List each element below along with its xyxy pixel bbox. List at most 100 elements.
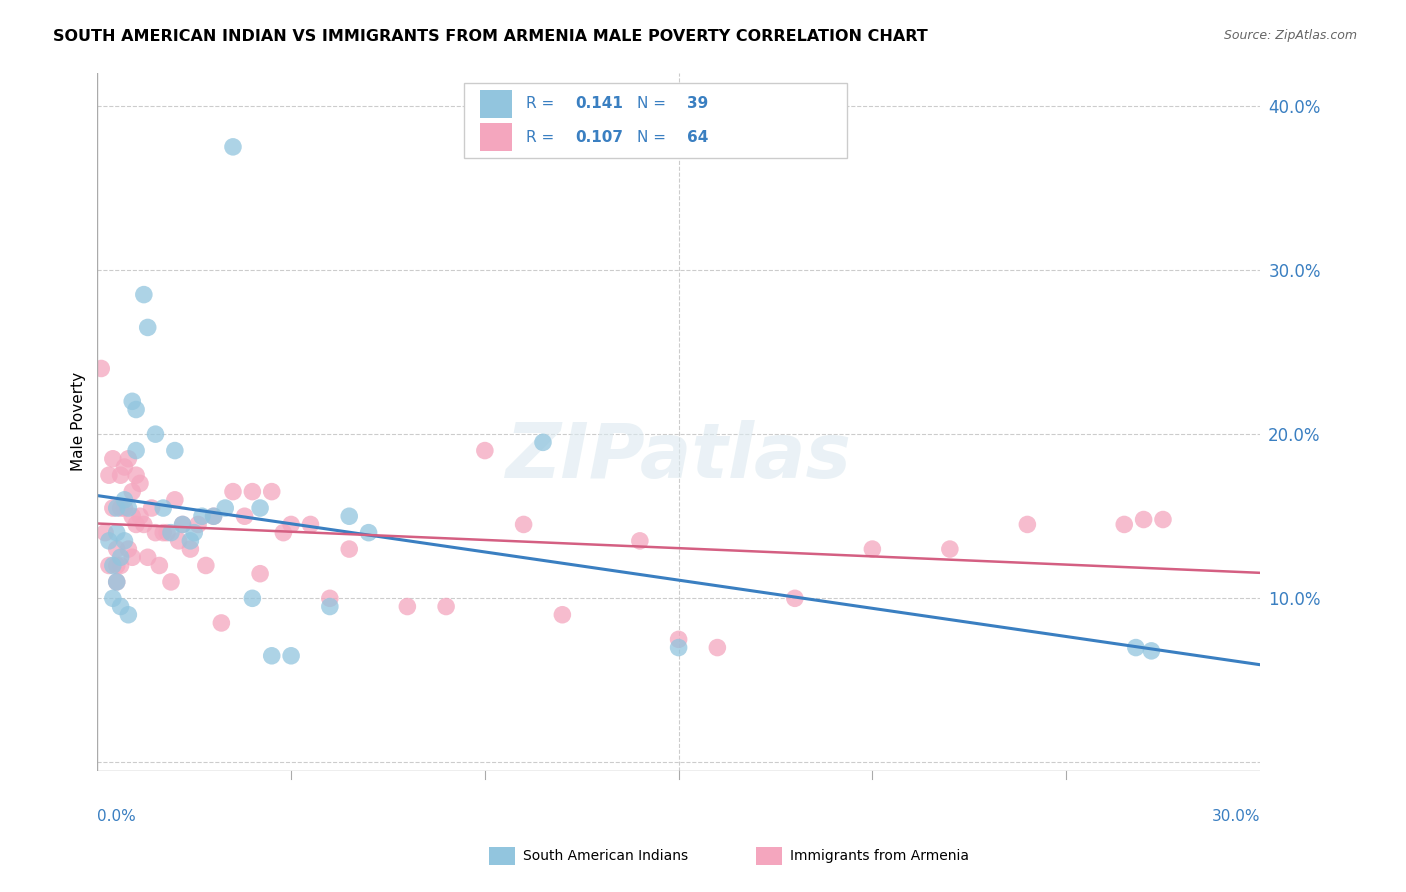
Point bbox=[939, 542, 962, 557]
Point bbox=[357, 525, 380, 540]
Point bbox=[117, 542, 139, 557]
Point bbox=[125, 517, 148, 532]
Point bbox=[1140, 644, 1163, 658]
Point bbox=[152, 501, 174, 516]
Point bbox=[1132, 512, 1154, 526]
Point bbox=[240, 484, 263, 499]
Point bbox=[90, 361, 112, 376]
Point bbox=[110, 558, 132, 573]
Text: Source: ZipAtlas.com: Source: ZipAtlas.com bbox=[1223, 29, 1357, 43]
Point bbox=[187, 517, 209, 532]
Point bbox=[132, 517, 155, 532]
Point bbox=[98, 468, 121, 483]
Text: 30.0%: 30.0% bbox=[1212, 809, 1260, 824]
Point bbox=[273, 525, 295, 540]
Point bbox=[299, 517, 322, 532]
Point bbox=[531, 435, 554, 450]
Point bbox=[222, 140, 245, 154]
Point bbox=[101, 591, 124, 606]
Point bbox=[280, 648, 302, 663]
Point bbox=[512, 517, 534, 532]
Bar bbox=[479, 123, 512, 151]
Point bbox=[260, 484, 283, 499]
Point bbox=[121, 394, 143, 409]
Point bbox=[1125, 640, 1147, 655]
Point bbox=[136, 320, 159, 334]
Point bbox=[337, 542, 360, 557]
Point bbox=[319, 599, 342, 614]
Point bbox=[110, 550, 132, 565]
Point bbox=[163, 443, 186, 458]
Point bbox=[105, 574, 128, 589]
Point bbox=[125, 468, 148, 483]
Point bbox=[233, 509, 256, 524]
Text: Immigrants from Armenia: Immigrants from Armenia bbox=[790, 849, 969, 863]
Point bbox=[105, 558, 128, 573]
Point bbox=[280, 517, 302, 532]
Point bbox=[172, 517, 194, 532]
Bar bbox=[464, 83, 848, 158]
Point bbox=[240, 591, 263, 606]
Point bbox=[222, 484, 245, 499]
Point bbox=[148, 558, 170, 573]
Point bbox=[105, 525, 128, 540]
Point bbox=[668, 632, 690, 647]
Point bbox=[167, 533, 190, 548]
Point bbox=[145, 525, 167, 540]
Point bbox=[98, 558, 121, 573]
Point bbox=[121, 550, 143, 565]
Point bbox=[114, 460, 136, 475]
Text: South American Indians: South American Indians bbox=[523, 849, 688, 863]
Point bbox=[117, 451, 139, 466]
Point bbox=[98, 533, 121, 548]
Text: 64: 64 bbox=[686, 129, 709, 145]
Point bbox=[191, 509, 214, 524]
Bar bbox=[479, 90, 512, 118]
Point bbox=[160, 574, 183, 589]
Point bbox=[105, 574, 128, 589]
Point bbox=[110, 599, 132, 614]
Point bbox=[105, 542, 128, 557]
Point bbox=[1114, 517, 1136, 532]
Point bbox=[132, 287, 155, 301]
Point bbox=[209, 615, 232, 630]
Point bbox=[114, 533, 136, 548]
Point bbox=[136, 550, 159, 565]
Text: SOUTH AMERICAN INDIAN VS IMMIGRANTS FROM ARMENIA MALE POVERTY CORRELATION CHART: SOUTH AMERICAN INDIAN VS IMMIGRANTS FROM… bbox=[53, 29, 928, 45]
Point bbox=[94, 525, 117, 540]
Point bbox=[628, 533, 651, 548]
Text: 0.0%: 0.0% bbox=[97, 809, 136, 824]
Point bbox=[1152, 512, 1174, 526]
Point bbox=[260, 648, 283, 663]
Point bbox=[125, 402, 148, 417]
Text: R =: R = bbox=[526, 96, 560, 112]
Point bbox=[551, 607, 574, 622]
Point bbox=[474, 443, 496, 458]
Point bbox=[101, 451, 124, 466]
Point bbox=[860, 542, 883, 557]
Point bbox=[172, 517, 194, 532]
Point bbox=[214, 501, 236, 516]
Point bbox=[160, 525, 183, 540]
Point bbox=[249, 566, 271, 581]
Point bbox=[145, 427, 167, 442]
Point bbox=[156, 525, 179, 540]
Point bbox=[1017, 517, 1039, 532]
Text: N =: N = bbox=[637, 96, 671, 112]
Point bbox=[117, 607, 139, 622]
Text: N =: N = bbox=[637, 129, 671, 145]
Point bbox=[110, 468, 132, 483]
Point bbox=[706, 640, 728, 655]
Point bbox=[110, 501, 132, 516]
Point bbox=[194, 558, 217, 573]
Point bbox=[783, 591, 806, 606]
Text: 39: 39 bbox=[686, 96, 709, 112]
Point bbox=[101, 558, 124, 573]
Point bbox=[121, 509, 143, 524]
Text: 0.141: 0.141 bbox=[575, 96, 623, 112]
Point bbox=[337, 509, 360, 524]
Point bbox=[202, 509, 225, 524]
Point bbox=[183, 525, 205, 540]
Text: 0.107: 0.107 bbox=[575, 129, 623, 145]
Point bbox=[114, 501, 136, 516]
